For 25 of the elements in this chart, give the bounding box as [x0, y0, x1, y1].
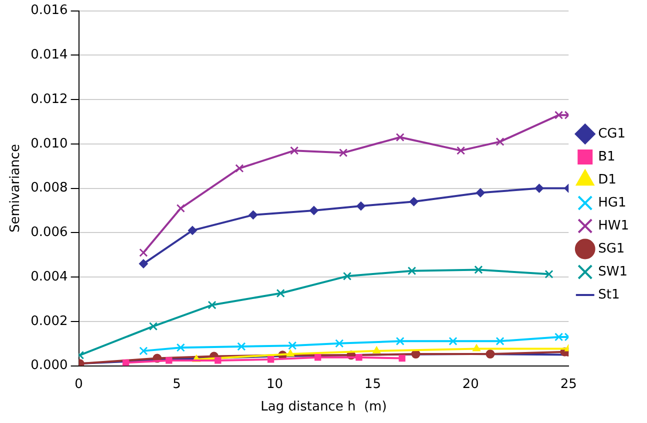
- y-tick-label: 0.006: [30, 225, 68, 240]
- x-tick-label: 10: [266, 376, 284, 392]
- legend-label: SW1: [598, 264, 628, 280]
- x-tick-label: 0: [74, 376, 83, 392]
- legend-label: St1: [598, 287, 620, 302]
- legend-label: HW1: [598, 218, 630, 234]
- y-axis-title: Semivariance: [8, 144, 24, 233]
- x-tick-label: 5: [172, 376, 181, 392]
- y-tick-label: 0.008: [30, 180, 68, 196]
- legend-label: CG1: [598, 126, 626, 142]
- legend-label: HG1: [598, 195, 626, 210]
- y-tick-label: 0.014: [30, 48, 68, 63]
- y-tick-label: 0.004: [30, 269, 68, 284]
- x-tick-label: 20: [462, 376, 479, 392]
- x-tick-label: 15: [364, 376, 381, 392]
- y-tick-label: 0.002: [30, 314, 68, 329]
- y-tick-label: 0.012: [30, 92, 68, 107]
- legend-label: SG1: [598, 241, 625, 256]
- y-tick-label: 0.000: [30, 358, 68, 374]
- x-axis-title: Lag distance h (m): [260, 400, 387, 415]
- legend-label: B1: [598, 149, 616, 164]
- y-tick-label: 0.016: [30, 3, 68, 18]
- legend-label: D1: [598, 172, 616, 188]
- y-tick-label: 0.010: [30, 136, 68, 152]
- x-tick-label: 25: [560, 376, 577, 392]
